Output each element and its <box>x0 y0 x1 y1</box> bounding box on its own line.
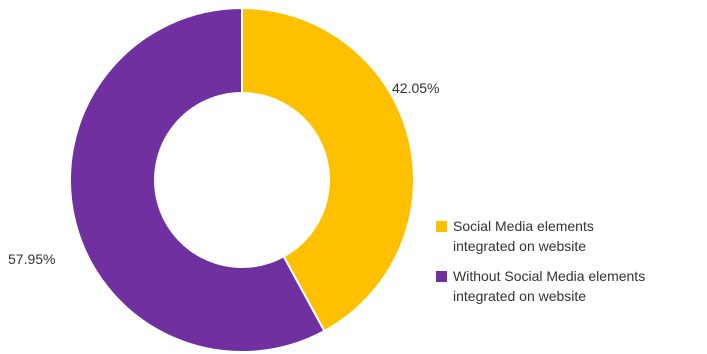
data-label-social-media: 42.05% <box>392 80 439 96</box>
legend-item-social-media: Social Media elements integrated on webs… <box>436 216 704 256</box>
legend-item-without-social-media: Without Social Media elements integrated… <box>436 266 704 306</box>
data-label-without-social-media: 57.95% <box>8 251 55 267</box>
legend-label-line: Without Social Media elements <box>453 268 646 284</box>
donut-slice-without-social-media <box>69 6 326 353</box>
legend-label-line: integrated on website <box>453 238 587 254</box>
legend-swatch-without-social-media <box>436 271 447 282</box>
legend-label-social-media: Social Media elements integrated on webs… <box>453 216 594 256</box>
legend-swatch-social-media <box>436 221 447 232</box>
donut-slice-social-media <box>241 6 415 333</box>
legend-label-line: integrated on website <box>453 288 587 304</box>
legend-label-without-social-media: Without Social Media elements integrated… <box>453 266 645 306</box>
legend: Social Media elements integrated on webs… <box>436 216 704 316</box>
legend-label-line: Social Media elements <box>453 218 594 234</box>
